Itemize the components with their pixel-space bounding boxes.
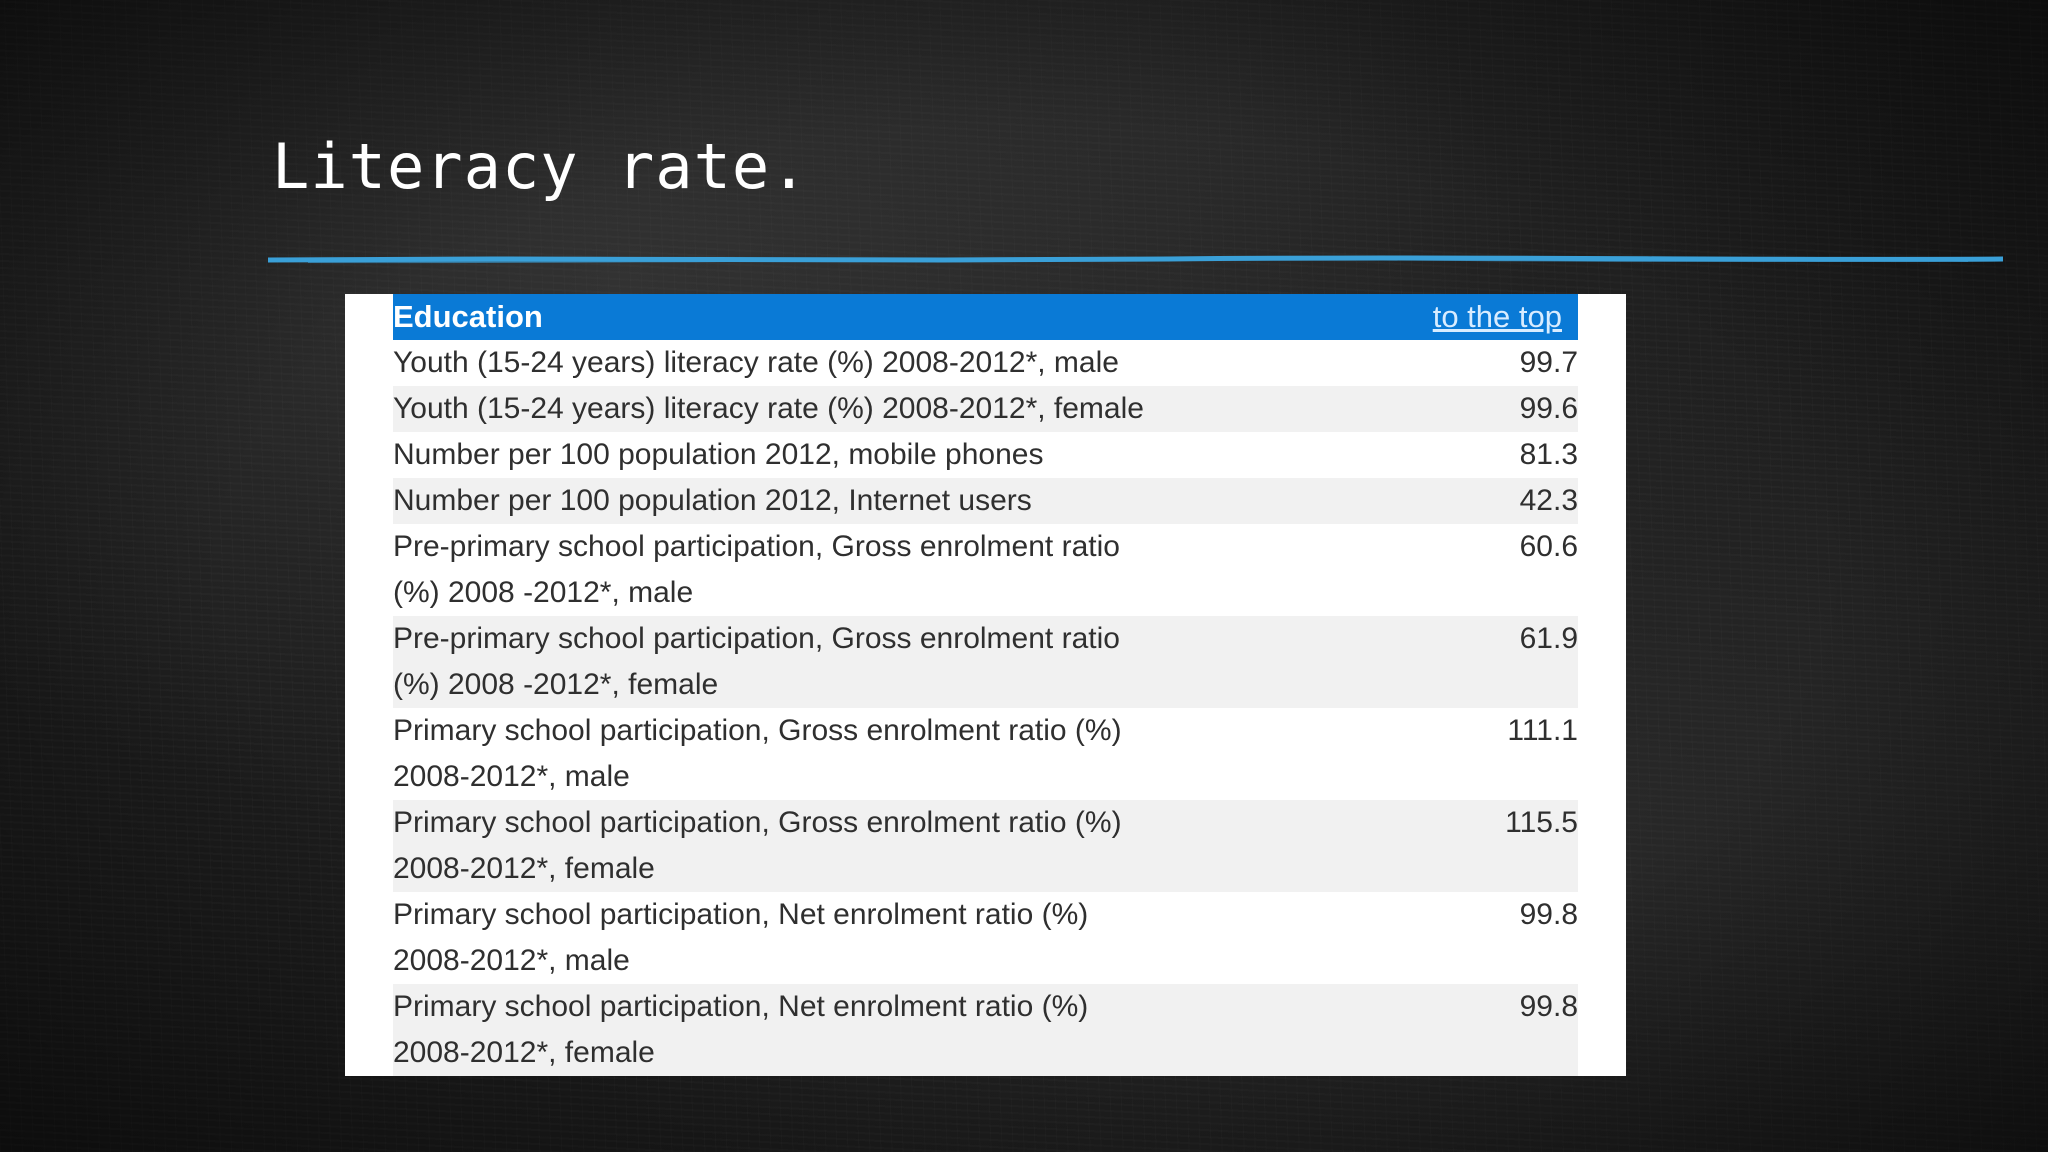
row-label-line-2: 2008-2012*, female [393,1036,655,1069]
row-label: Number per 100 population 2012, mobile p… [393,438,1044,471]
row-label-line-2: 2008-2012*, female [393,852,655,885]
education-table: Education to the top Youth (15-24 years)… [393,294,1578,1076]
table-row: Pre-primary school participation, Gross … [393,616,1578,708]
row-value: 115.5 [1353,800,1578,892]
row-label-line-1: Primary school participation, Gross enro… [393,714,1122,747]
row-label: Primary school participation, Net enrolm… [393,984,1353,1076]
row-value: 81.3 [1519,438,1578,471]
table-row: Youth (15-24 years) literacy rate (%) 20… [393,340,1578,386]
row-value: 111.1 [1507,714,1578,747]
row-label: Pre-primary school participation, Gross … [393,616,1353,708]
table-row: Number per 100 population 2012, Internet… [393,478,1578,524]
table-row: Number per 100 population 2012, mobile p… [393,432,1578,478]
row-label-line-1: Primary school participation, Net enrolm… [393,990,1089,1023]
education-table-panel: Education to the top Youth (15-24 years)… [345,294,1626,1076]
row-label: Primary school participation, Gross enro… [393,708,1353,800]
table-row: Primary school participation, Gross enro… [393,800,1578,892]
to-the-top-link[interactable]: to the top [1432,299,1562,334]
row-value: 99.8 [1519,898,1578,931]
row-label-line-1: Primary school participation, Net enrolm… [393,898,1089,931]
row-label: Number per 100 population 2012, Internet… [393,478,1353,524]
table-row: Primary school participation, Net enrolm… [393,984,1578,1076]
row-label-line-1: Pre-primary school participation, Gross … [393,530,1120,563]
table-row: Pre-primary school participation, Gross … [393,524,1578,616]
slide-title: Literacy rate. [272,130,809,203]
row-value: 99.6 [1353,386,1578,432]
table-row: Youth (15-24 years) literacy rate (%) 20… [393,386,1578,432]
table-header-row: Education to the top [393,294,1578,340]
section-header: Education [393,294,1353,340]
row-label: Primary school participation, Net enrolm… [393,892,1353,984]
to-the-top-cell: to the top [1353,294,1578,340]
row-label-line-2: (%) 2008 -2012*, female [393,668,719,701]
row-label-line-1: Pre-primary school participation, Gross … [393,622,1120,655]
row-label: Youth (15-24 years) literacy rate (%) 20… [393,386,1353,432]
row-label-line-2: 2008-2012*, male [393,944,630,977]
row-label: Pre-primary school participation, Gross … [393,524,1353,616]
row-label: Primary school participation, Gross enro… [393,800,1353,892]
row-value: 61.9 [1353,616,1578,708]
row-value: 42.3 [1353,478,1578,524]
row-value: 99.8 [1353,984,1578,1076]
row-label-line-2: 2008-2012*, male [393,760,630,793]
row-value: 60.6 [1519,530,1578,563]
row-label-line-2: (%) 2008 -2012*, male [393,576,694,609]
row-value: 99.7 [1519,346,1578,379]
row-label-line-1: Primary school participation, Gross enro… [393,806,1122,839]
row-label: Youth (15-24 years) literacy rate (%) 20… [393,346,1119,379]
title-underline [268,255,2003,264]
table-row: Primary school participation, Gross enro… [393,708,1578,800]
table-row: Primary school participation, Net enrolm… [393,892,1578,984]
